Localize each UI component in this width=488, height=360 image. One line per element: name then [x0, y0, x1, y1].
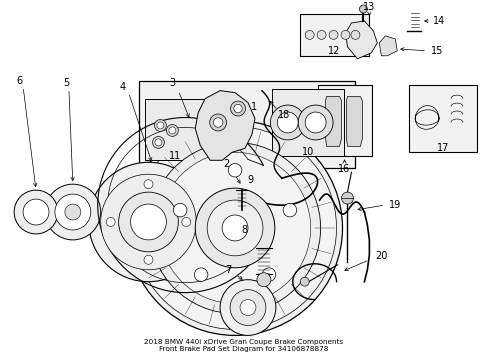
Circle shape: [300, 277, 308, 286]
Polygon shape: [346, 96, 362, 147]
Text: 6: 6: [16, 76, 22, 86]
Polygon shape: [345, 21, 377, 59]
Circle shape: [130, 204, 166, 240]
Circle shape: [23, 199, 49, 225]
Circle shape: [173, 203, 186, 217]
Circle shape: [119, 192, 178, 252]
Circle shape: [317, 31, 325, 39]
Circle shape: [127, 121, 342, 336]
Circle shape: [65, 204, 81, 220]
Circle shape: [328, 31, 337, 39]
Circle shape: [220, 280, 275, 336]
Circle shape: [256, 273, 270, 287]
Circle shape: [209, 114, 226, 131]
Circle shape: [106, 217, 115, 226]
Circle shape: [350, 31, 359, 39]
Bar: [317, 85, 371, 156]
Text: 5: 5: [62, 78, 69, 88]
Text: 3: 3: [169, 78, 175, 88]
Circle shape: [155, 139, 162, 146]
Circle shape: [55, 194, 91, 230]
Text: 20: 20: [374, 251, 386, 261]
Polygon shape: [325, 96, 341, 147]
Text: 4: 4: [119, 82, 125, 92]
Circle shape: [359, 5, 366, 13]
Circle shape: [230, 101, 245, 116]
Circle shape: [228, 163, 242, 177]
Polygon shape: [379, 36, 396, 56]
Text: 18: 18: [277, 109, 289, 120]
Circle shape: [143, 180, 153, 189]
Circle shape: [157, 122, 163, 129]
Text: 15: 15: [430, 46, 442, 56]
Circle shape: [149, 142, 320, 314]
Circle shape: [233, 104, 242, 113]
Text: 13: 13: [363, 2, 375, 12]
Text: 12: 12: [328, 46, 340, 56]
Circle shape: [152, 136, 164, 148]
Circle shape: [222, 215, 247, 241]
Bar: [138, 81, 355, 168]
Text: 11: 11: [169, 151, 181, 161]
Circle shape: [229, 290, 265, 325]
Bar: [408, 85, 476, 152]
Circle shape: [194, 268, 207, 282]
Text: 2: 2: [223, 159, 229, 169]
Circle shape: [143, 255, 153, 264]
Circle shape: [240, 300, 255, 315]
Circle shape: [182, 217, 190, 226]
Circle shape: [340, 31, 349, 39]
Circle shape: [195, 188, 274, 268]
Circle shape: [277, 112, 298, 133]
Circle shape: [89, 162, 208, 282]
Text: 14: 14: [432, 16, 444, 26]
Bar: [299, 14, 368, 56]
Circle shape: [305, 112, 325, 133]
Text: 8: 8: [241, 225, 246, 235]
Circle shape: [270, 105, 305, 140]
Circle shape: [159, 152, 310, 303]
Circle shape: [168, 127, 176, 134]
Circle shape: [154, 120, 166, 131]
Circle shape: [262, 268, 275, 282]
Bar: [271, 89, 343, 156]
Polygon shape: [195, 91, 254, 160]
Text: 19: 19: [388, 200, 401, 210]
Circle shape: [45, 184, 101, 240]
Text: 7: 7: [224, 265, 231, 275]
Circle shape: [305, 31, 313, 39]
Circle shape: [133, 126, 336, 329]
Circle shape: [14, 190, 58, 234]
Circle shape: [166, 125, 178, 136]
Text: 17: 17: [436, 143, 448, 153]
Bar: [145, 99, 205, 160]
Circle shape: [283, 203, 296, 217]
Circle shape: [207, 200, 263, 256]
Text: 1: 1: [250, 102, 257, 112]
Circle shape: [213, 118, 223, 127]
Text: 10: 10: [301, 147, 313, 157]
Text: 16: 16: [338, 164, 350, 174]
Circle shape: [101, 174, 196, 270]
Circle shape: [298, 105, 332, 140]
Text: 2018 BMW 440i xDrive Gran Coupe Brake Components
Front Brake Pad Set Diagram for: 2018 BMW 440i xDrive Gran Coupe Brake Co…: [144, 339, 343, 352]
Circle shape: [341, 192, 353, 204]
Text: 9: 9: [246, 175, 252, 185]
